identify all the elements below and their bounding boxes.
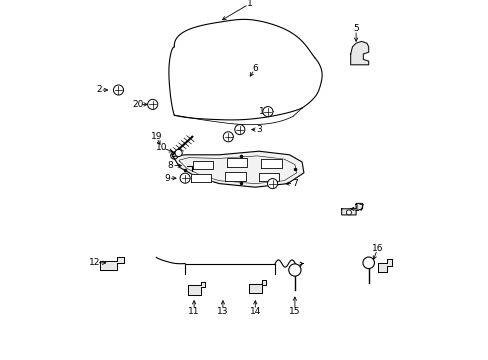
Circle shape <box>113 85 123 95</box>
Text: 7: 7 <box>291 179 297 188</box>
Circle shape <box>180 173 190 183</box>
Text: 14: 14 <box>249 307 261 316</box>
Circle shape <box>267 179 277 189</box>
Circle shape <box>346 210 351 215</box>
Circle shape <box>175 149 182 157</box>
Polygon shape <box>193 161 213 169</box>
Text: 13: 13 <box>217 307 228 316</box>
Text: 16: 16 <box>371 244 383 253</box>
Circle shape <box>288 264 301 276</box>
Polygon shape <box>350 41 368 65</box>
Polygon shape <box>227 158 247 167</box>
Circle shape <box>263 107 272 117</box>
Text: 18: 18 <box>258 107 269 116</box>
Text: 6: 6 <box>252 64 258 73</box>
Text: 3: 3 <box>256 125 261 134</box>
Text: 2: 2 <box>96 85 102 94</box>
Polygon shape <box>248 280 265 293</box>
Text: 1: 1 <box>246 0 252 8</box>
Circle shape <box>223 132 233 142</box>
Text: 11: 11 <box>188 307 200 316</box>
Circle shape <box>147 99 158 109</box>
Circle shape <box>362 257 374 269</box>
Polygon shape <box>101 257 123 270</box>
Polygon shape <box>191 174 211 182</box>
Text: 4: 4 <box>223 132 229 141</box>
Polygon shape <box>172 151 303 187</box>
Polygon shape <box>341 203 362 215</box>
Polygon shape <box>258 173 279 181</box>
Circle shape <box>234 125 244 135</box>
Polygon shape <box>187 282 204 295</box>
Polygon shape <box>377 259 391 272</box>
Text: 17: 17 <box>353 204 365 213</box>
Text: 5: 5 <box>352 24 358 33</box>
Text: 19: 19 <box>150 132 162 141</box>
Text: 8: 8 <box>167 161 173 170</box>
Text: 10: 10 <box>156 143 167 152</box>
Text: 15: 15 <box>288 307 300 316</box>
Text: 12: 12 <box>89 258 101 267</box>
Polygon shape <box>225 172 245 181</box>
Text: 9: 9 <box>164 174 170 183</box>
Polygon shape <box>261 159 281 168</box>
Text: 20: 20 <box>132 100 143 109</box>
